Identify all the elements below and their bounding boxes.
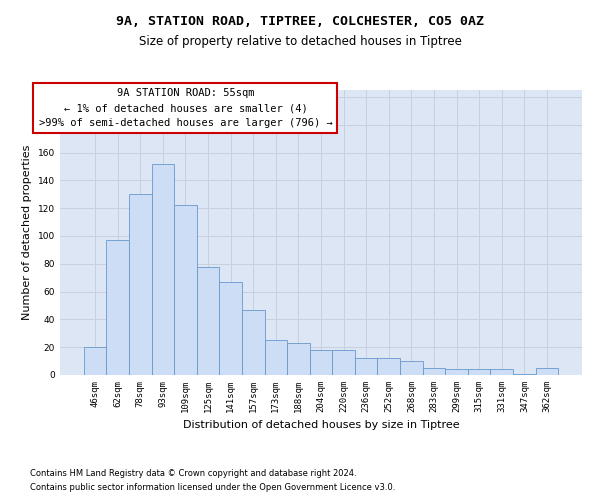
- Bar: [220, 282, 242, 375]
- Y-axis label: Number of detached properties: Number of detached properties: [22, 145, 32, 320]
- X-axis label: Distribution of detached houses by size in Tiptree: Distribution of detached houses by size …: [182, 420, 460, 430]
- Bar: [400, 361, 422, 375]
- Bar: [174, 206, 197, 375]
- Bar: [152, 164, 174, 375]
- Bar: [355, 358, 377, 375]
- Bar: [468, 370, 490, 375]
- Bar: [536, 368, 558, 375]
- Bar: [422, 368, 445, 375]
- Bar: [490, 370, 513, 375]
- Bar: [129, 194, 152, 375]
- Text: 9A, STATION ROAD, TIPTREE, COLCHESTER, CO5 0AZ: 9A, STATION ROAD, TIPTREE, COLCHESTER, C…: [116, 15, 484, 28]
- Bar: [310, 350, 332, 375]
- Bar: [332, 350, 355, 375]
- Text: 9A STATION ROAD: 55sqm
← 1% of detached houses are smaller (4)
>99% of semi-deta: 9A STATION ROAD: 55sqm ← 1% of detached …: [38, 88, 332, 128]
- Bar: [287, 343, 310, 375]
- Text: Contains HM Land Registry data © Crown copyright and database right 2024.: Contains HM Land Registry data © Crown c…: [30, 468, 356, 477]
- Bar: [84, 347, 106, 375]
- Bar: [106, 240, 129, 375]
- Bar: [377, 358, 400, 375]
- Text: Size of property relative to detached houses in Tiptree: Size of property relative to detached ho…: [139, 35, 461, 48]
- Bar: [265, 340, 287, 375]
- Bar: [445, 370, 468, 375]
- Text: Contains public sector information licensed under the Open Government Licence v3: Contains public sector information licen…: [30, 484, 395, 492]
- Bar: [197, 266, 220, 375]
- Bar: [242, 310, 265, 375]
- Bar: [513, 374, 536, 375]
